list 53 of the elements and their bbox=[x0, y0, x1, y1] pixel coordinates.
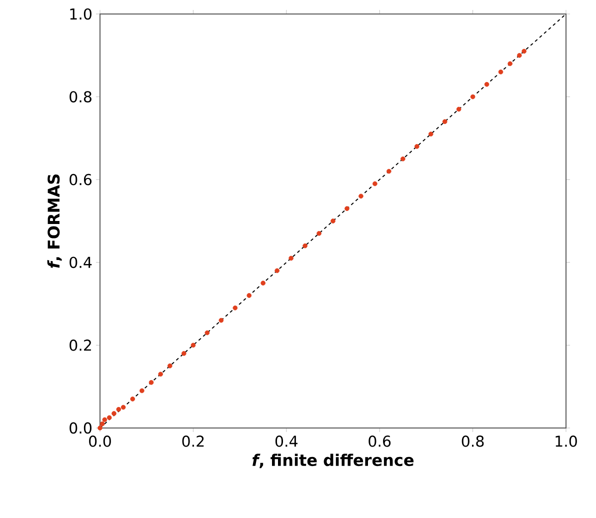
point bbox=[428, 132, 434, 136]
point bbox=[358, 194, 364, 199]
point bbox=[484, 82, 490, 87]
point bbox=[168, 363, 172, 368]
x-tick-label: 0.6 bbox=[368, 436, 391, 447]
point bbox=[517, 52, 522, 58]
point bbox=[112, 411, 116, 416]
point bbox=[102, 417, 108, 422]
point bbox=[100, 421, 105, 426]
point bbox=[400, 156, 406, 162]
point bbox=[158, 372, 163, 377]
point bbox=[288, 256, 294, 261]
point bbox=[148, 380, 154, 385]
point bbox=[498, 70, 504, 74]
point bbox=[106, 415, 112, 420]
x-tick-label: 0.8 bbox=[462, 436, 484, 447]
point bbox=[204, 330, 210, 336]
point bbox=[116, 406, 122, 412]
point bbox=[120, 404, 126, 410]
y-tick-label: 1.0 bbox=[70, 8, 92, 20]
x-tick-label: 0.0 bbox=[89, 436, 111, 447]
point bbox=[232, 306, 238, 310]
x-tick-label: 0.4 bbox=[275, 436, 298, 447]
point bbox=[246, 293, 252, 298]
y-tick-label: 0.6 bbox=[70, 174, 92, 186]
point bbox=[274, 268, 280, 274]
point bbox=[302, 243, 308, 248]
y-tick-label: 0.4 bbox=[70, 256, 92, 268]
point bbox=[414, 144, 420, 149]
point bbox=[181, 351, 186, 356]
point bbox=[218, 318, 224, 323]
x-tick-label: 1.0 bbox=[556, 436, 577, 447]
point bbox=[386, 168, 392, 174]
y-tick-label: 0.0 bbox=[70, 422, 92, 434]
x-tick-label: 0.2 bbox=[182, 436, 204, 447]
point bbox=[140, 388, 144, 394]
y-tick-label: 0.8 bbox=[70, 91, 92, 102]
point bbox=[522, 48, 526, 54]
point bbox=[130, 396, 136, 402]
point bbox=[260, 280, 266, 286]
x-axis-title: f, finite difference bbox=[252, 454, 414, 468]
point bbox=[508, 61, 512, 66]
y-tick-label: 0.2 bbox=[70, 340, 91, 351]
y-axis-title: f, FORMAS bbox=[47, 174, 62, 268]
point bbox=[98, 426, 102, 430]
point bbox=[190, 342, 196, 348]
point bbox=[330, 218, 336, 224]
point bbox=[470, 94, 476, 100]
point bbox=[442, 119, 448, 124]
point bbox=[316, 231, 322, 236]
point bbox=[344, 206, 350, 211]
point bbox=[456, 106, 462, 112]
point bbox=[372, 181, 378, 186]
